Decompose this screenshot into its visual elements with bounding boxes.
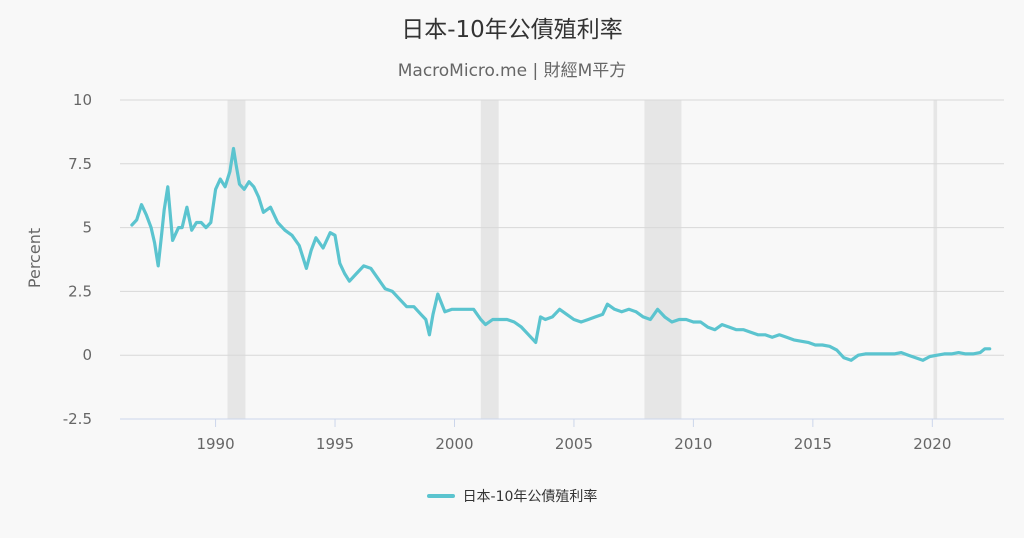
shaded-period-0 [227, 100, 246, 419]
x-tick-label: 1990 [196, 435, 234, 453]
y-tick-label: 2.5 [68, 282, 92, 300]
shaded-period-3 [933, 100, 938, 419]
shaded-period-2 [644, 100, 682, 419]
legend-label: 日本-10年公債殖利率 [462, 489, 598, 505]
x-tick-label: 2015 [794, 435, 832, 453]
x-tick-label: 2010 [674, 435, 712, 453]
chart-title: 日本-10年公債殖利率 [401, 17, 623, 43]
y-tick-label: -2.5 [63, 410, 92, 428]
y-axis-title: Percent [25, 228, 44, 288]
y-tick-label: 10 [73, 91, 92, 109]
y-tick-label: 0 [82, 346, 92, 364]
x-tick-label: 2005 [555, 435, 593, 453]
legend[interactable]: 日本-10年公債殖利率 [0, 486, 1024, 506]
y-tick-label: 5 [82, 219, 92, 237]
x-tick-label: 2000 [435, 435, 473, 453]
shaded-period-1 [480, 100, 499, 419]
x-tick-label: 1995 [316, 435, 354, 453]
legend-swatch [426, 494, 455, 498]
chart-subtitle: MacroMicro.me | 財經M平方 [397, 61, 627, 81]
series-line-0 [130, 146, 992, 362]
y-tick-label: 7.5 [68, 155, 92, 173]
x-tick-label: 2020 [913, 435, 951, 453]
